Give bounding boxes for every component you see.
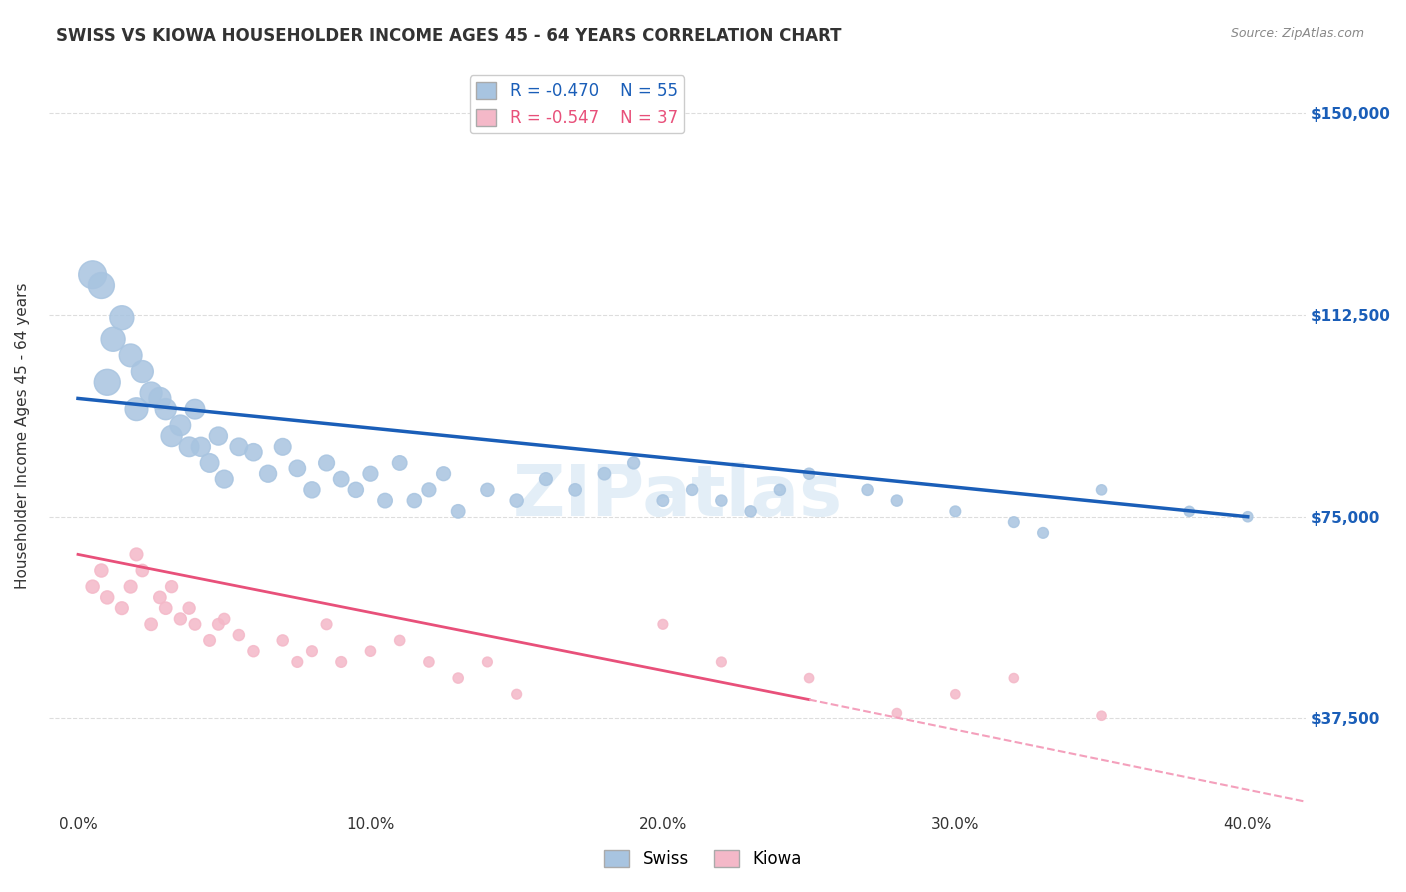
Point	[228, 440, 250, 454]
Point	[447, 671, 470, 685]
Point	[651, 493, 673, 508]
Point	[96, 376, 118, 390]
Point	[285, 461, 308, 475]
Point	[285, 655, 308, 669]
Point	[101, 332, 124, 346]
Point	[1002, 671, 1025, 685]
Point	[131, 365, 153, 379]
Point	[769, 483, 792, 497]
Point	[120, 580, 142, 594]
Point	[1178, 504, 1201, 518]
Point	[242, 445, 264, 459]
Point	[797, 671, 820, 685]
Point	[447, 504, 470, 518]
Point	[418, 483, 440, 497]
Point	[120, 348, 142, 362]
Point	[330, 655, 353, 669]
Point	[681, 483, 703, 497]
Text: ZIPatlas: ZIPatlas	[512, 462, 842, 531]
Point	[534, 472, 557, 486]
Point	[359, 644, 381, 658]
Y-axis label: Householder Income Ages 45 - 64 years: Householder Income Ages 45 - 64 years	[15, 283, 30, 590]
Point	[886, 706, 908, 720]
Point	[125, 402, 148, 417]
Point	[477, 483, 499, 497]
Text: SWISS VS KIOWA HOUSEHOLDER INCOME AGES 45 - 64 YEARS CORRELATION CHART: SWISS VS KIOWA HOUSEHOLDER INCOME AGES 4…	[56, 27, 842, 45]
Point	[301, 644, 323, 658]
Point	[190, 440, 212, 454]
Point	[374, 493, 396, 508]
Point	[179, 440, 201, 454]
Point	[943, 504, 966, 518]
Point	[160, 429, 183, 443]
Point	[169, 612, 191, 626]
Point	[212, 472, 235, 486]
Point	[943, 687, 966, 701]
Point	[404, 493, 426, 508]
Point	[169, 418, 191, 433]
Point	[160, 580, 183, 594]
Point	[315, 456, 337, 470]
Point	[388, 456, 411, 470]
Point	[82, 580, 104, 594]
Point	[593, 467, 616, 481]
Point	[198, 633, 221, 648]
Point	[198, 456, 221, 470]
Point	[207, 617, 229, 632]
Legend: R = -0.470    N = 55, R = -0.547    N = 37: R = -0.470 N = 55, R = -0.547 N = 37	[470, 76, 685, 134]
Point	[797, 467, 820, 481]
Point	[432, 467, 454, 481]
Point	[740, 504, 762, 518]
Point	[344, 483, 367, 497]
Point	[1090, 483, 1112, 497]
Point	[330, 472, 353, 486]
Point	[90, 564, 112, 578]
Point	[184, 617, 207, 632]
Point	[477, 655, 499, 669]
Point	[131, 564, 153, 578]
Point	[271, 633, 294, 648]
Point	[139, 386, 162, 401]
Point	[315, 617, 337, 632]
Point	[179, 601, 201, 615]
Point	[710, 655, 733, 669]
Point	[651, 617, 673, 632]
Point	[111, 310, 134, 325]
Point	[418, 655, 440, 669]
Point	[359, 467, 381, 481]
Point	[388, 633, 411, 648]
Point	[149, 392, 172, 406]
Point	[90, 278, 112, 293]
Point	[623, 456, 645, 470]
Point	[149, 591, 172, 605]
Point	[564, 483, 586, 497]
Point	[505, 493, 527, 508]
Point	[155, 601, 177, 615]
Point	[1236, 509, 1258, 524]
Legend: Swiss, Kiowa: Swiss, Kiowa	[598, 843, 808, 875]
Point	[207, 429, 229, 443]
Point	[505, 687, 527, 701]
Point	[212, 612, 235, 626]
Point	[111, 601, 134, 615]
Text: Source: ZipAtlas.com: Source: ZipAtlas.com	[1230, 27, 1364, 40]
Point	[301, 483, 323, 497]
Point	[710, 493, 733, 508]
Point	[125, 548, 148, 562]
Point	[1032, 525, 1054, 540]
Point	[82, 268, 104, 282]
Point	[271, 440, 294, 454]
Point	[242, 644, 264, 658]
Point	[139, 617, 162, 632]
Point	[184, 402, 207, 417]
Point	[155, 402, 177, 417]
Point	[886, 493, 908, 508]
Point	[856, 483, 879, 497]
Point	[257, 467, 280, 481]
Point	[1090, 708, 1112, 723]
Point	[228, 628, 250, 642]
Point	[96, 591, 118, 605]
Point	[1002, 515, 1025, 529]
